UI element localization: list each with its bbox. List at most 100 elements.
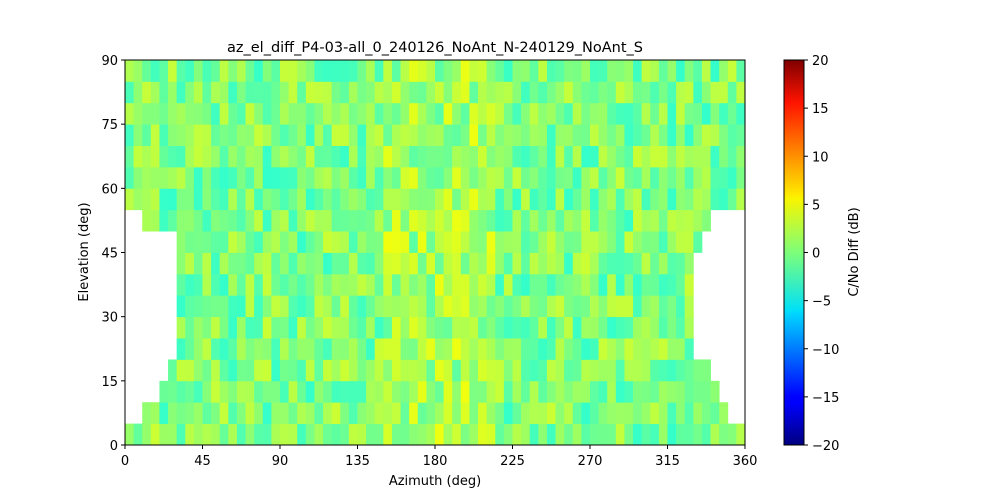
heatmap-cell bbox=[607, 380, 617, 403]
heatmap-cell bbox=[590, 273, 600, 296]
heatmap-cell bbox=[521, 166, 531, 189]
heatmap-cell bbox=[323, 60, 333, 82]
heatmap-cell bbox=[512, 145, 522, 168]
heatmap-cell bbox=[271, 231, 281, 253]
heatmap-cell bbox=[443, 295, 453, 318]
heatmap-cell bbox=[305, 188, 315, 211]
heatmap-cell bbox=[564, 359, 574, 382]
heatmap-cell bbox=[443, 273, 453, 296]
heatmap-cell bbox=[727, 166, 737, 189]
heatmap-cell bbox=[615, 209, 625, 232]
heatmap-cell bbox=[512, 124, 522, 146]
heatmap-cell bbox=[676, 273, 686, 296]
heatmap-cell bbox=[262, 145, 272, 168]
heatmap-cell bbox=[383, 81, 393, 104]
heatmap-cell bbox=[607, 423, 617, 446]
heatmap-cell bbox=[572, 359, 582, 382]
heatmap-cell bbox=[658, 295, 668, 318]
heatmap-cell bbox=[288, 145, 298, 168]
heatmap-cell bbox=[736, 124, 746, 146]
heatmap-cell bbox=[142, 402, 152, 425]
heatmap-cell bbox=[641, 166, 651, 189]
heatmap-cell bbox=[314, 166, 324, 189]
heatmap-cell bbox=[202, 166, 212, 189]
heatmap-cell bbox=[633, 166, 643, 189]
heatmap-cell bbox=[435, 316, 445, 339]
heatmap-cell bbox=[185, 209, 195, 232]
heatmap-cell bbox=[667, 338, 677, 360]
heatmap-cell bbox=[503, 60, 513, 82]
heatmap-cell bbox=[417, 81, 427, 104]
heatmap-cell bbox=[357, 316, 367, 339]
heatmap-cell bbox=[624, 402, 634, 425]
heatmap-cell bbox=[262, 231, 272, 253]
heatmap-cell bbox=[297, 124, 307, 146]
heatmap-cell bbox=[228, 295, 238, 318]
heatmap-cell bbox=[288, 316, 298, 339]
heatmap-cell bbox=[443, 102, 453, 125]
x-axis-tick-label: 90 bbox=[272, 454, 289, 469]
heatmap-cell bbox=[391, 231, 401, 253]
heatmap-cell bbox=[383, 231, 393, 253]
heatmap-cell bbox=[426, 273, 436, 296]
heatmap-cell bbox=[581, 209, 591, 232]
heatmap-cell bbox=[348, 231, 358, 253]
heatmap-cell bbox=[478, 231, 488, 253]
heatmap-cell bbox=[529, 295, 539, 318]
heatmap-cell bbox=[572, 81, 582, 104]
heatmap-cell bbox=[633, 60, 643, 82]
heatmap-cell bbox=[676, 81, 686, 104]
heatmap-cell bbox=[417, 273, 427, 296]
heatmap-cell bbox=[211, 402, 221, 425]
heatmap-cell bbox=[409, 273, 419, 296]
heatmap-cell bbox=[650, 252, 660, 275]
heatmap-cell bbox=[633, 359, 643, 382]
heatmap-cell bbox=[168, 60, 178, 82]
heatmap-cell bbox=[469, 338, 479, 360]
heatmap-cell bbox=[125, 145, 135, 168]
heatmap-cell bbox=[641, 60, 651, 82]
heatmap-cell bbox=[211, 380, 221, 403]
heatmap-cell bbox=[521, 273, 531, 296]
heatmap-cell bbox=[693, 423, 703, 446]
heatmap-cell bbox=[262, 338, 272, 360]
heatmap-cell bbox=[228, 338, 238, 360]
heatmap-cell bbox=[469, 102, 479, 125]
heatmap-cell bbox=[280, 102, 290, 125]
heatmap-cell bbox=[383, 166, 393, 189]
heatmap-cell bbox=[529, 124, 539, 146]
heatmap-cell bbox=[624, 60, 634, 82]
heatmap-cell bbox=[185, 380, 195, 403]
heatmap-cell bbox=[400, 60, 410, 82]
heatmap-cell bbox=[443, 252, 453, 275]
heatmap-cell bbox=[736, 145, 746, 168]
heatmap-cell bbox=[727, 81, 737, 104]
heatmap-cell bbox=[633, 402, 643, 425]
heatmap-cell bbox=[348, 402, 358, 425]
heatmap-cell bbox=[193, 316, 203, 339]
heatmap-cell bbox=[512, 316, 522, 339]
heatmap-cell bbox=[641, 102, 651, 125]
heatmap-cell bbox=[521, 102, 531, 125]
heatmap-cell bbox=[658, 338, 668, 360]
heatmap-cell bbox=[512, 60, 522, 82]
heatmap-cell bbox=[633, 81, 643, 104]
heatmap-cell bbox=[503, 102, 513, 125]
heatmap-cell bbox=[236, 231, 246, 253]
heatmap-cell bbox=[374, 359, 384, 382]
heatmap-cell bbox=[228, 166, 238, 189]
heatmap-cell bbox=[598, 188, 608, 211]
heatmap-cell bbox=[650, 423, 660, 446]
heatmap-cell bbox=[667, 145, 677, 168]
heatmap-cell bbox=[168, 209, 178, 232]
heatmap-cell bbox=[658, 81, 668, 104]
heatmap-cell bbox=[590, 188, 600, 211]
heatmap-cell bbox=[572, 145, 582, 168]
heatmap-cell bbox=[452, 231, 462, 253]
heatmap-cell bbox=[607, 145, 617, 168]
heatmap-cell bbox=[572, 316, 582, 339]
heatmap-cell bbox=[684, 231, 694, 253]
heatmap-cell bbox=[443, 338, 453, 360]
heatmap-cell bbox=[710, 102, 720, 125]
